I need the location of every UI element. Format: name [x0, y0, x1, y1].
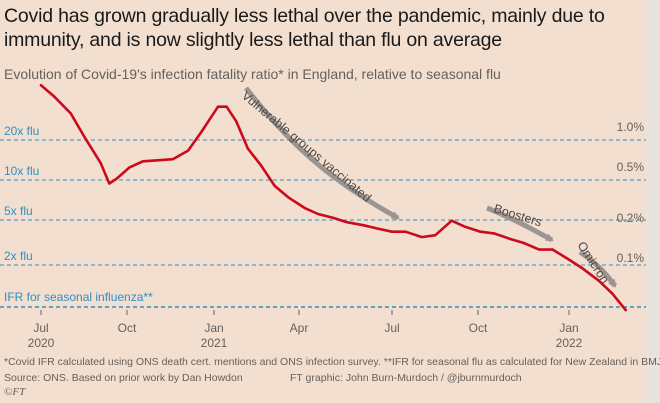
vaccinated-arrow — [244, 86, 400, 221]
data-point — [39, 84, 43, 87]
x-year-label-2021: 2021 — [201, 336, 228, 350]
data-point — [463, 225, 467, 228]
x-ticks — [40, 310, 570, 315]
data-point — [69, 112, 73, 115]
data-point — [345, 221, 348, 224]
data-point — [332, 216, 335, 220]
right-tick-label-05pct: 0.5% — [617, 160, 645, 174]
data-point — [273, 184, 276, 188]
data-point — [624, 308, 627, 312]
x-tick-label-oct-2021: Oct — [469, 321, 488, 335]
x-year-label-2020: 2020 — [28, 336, 55, 350]
data-point — [186, 149, 190, 152]
x-tick-label-apr-2021: Apr — [290, 321, 309, 335]
y-tick-label-5x: 5x flu — [4, 204, 33, 218]
right-tick-label-1pct: 1.0% — [617, 120, 645, 134]
data-point — [316, 212, 320, 216]
chart-subtitle: Evolution of Covid-19's infection fatali… — [4, 66, 501, 82]
omicron-arrow — [578, 249, 618, 288]
x-tick-label-jan-2022: Jan — [559, 321, 578, 335]
data-point — [492, 232, 496, 235]
x-tick-label-oct-2020: Oct — [118, 321, 137, 335]
data-point — [479, 230, 482, 233]
data-point — [216, 105, 220, 108]
y-tick-label-20x: 20x flu — [4, 124, 39, 138]
ifr-series-line — [39, 84, 627, 312]
data-point — [260, 164, 263, 167]
data-point — [551, 248, 554, 251]
data-point — [611, 292, 614, 295]
x-tick-label-jul-2020: Jul — [33, 321, 48, 335]
data-point — [362, 224, 365, 227]
data-point — [141, 160, 145, 163]
annotation-boosters: Boosters — [492, 201, 543, 229]
data-point — [538, 248, 541, 251]
chart-title: Covid has grown gradually less lethal ov… — [4, 5, 605, 51]
data-point — [390, 230, 394, 233]
x-tick-label-jul-2021: Jul — [384, 321, 399, 335]
data-point — [581, 267, 584, 270]
y-tick-label-10x: 10x flu — [4, 164, 39, 178]
data-point — [434, 234, 437, 237]
y-tick-label-flu: IFR for seasonal influenza** — [4, 290, 153, 304]
annotation-vaccinated: Vulnerable groups vaccinated — [239, 89, 374, 205]
boosters-arrow — [486, 205, 554, 243]
x-tick-label-jan-2021: Jan — [204, 321, 223, 335]
data-point — [303, 206, 306, 210]
data-point — [522, 241, 525, 245]
data-point — [200, 130, 203, 133]
right-tick-label-02pct: 0.2% — [617, 211, 645, 225]
data-point — [225, 105, 228, 108]
annotation-omicron: Omicron — [574, 239, 611, 286]
right-tick-label-01pct: 0.1% — [617, 251, 645, 265]
data-point — [53, 95, 56, 99]
data-point — [83, 135, 86, 138]
data-point — [128, 166, 131, 169]
data-point — [246, 147, 249, 150]
ft-logo: ©FT — [4, 386, 26, 398]
data-point — [567, 258, 571, 261]
credit-note: FT graphic: John Burn-Murdoch / @jburnmu… — [290, 372, 522, 384]
data-point — [99, 161, 102, 165]
data-point — [450, 219, 453, 222]
data-point — [287, 196, 290, 199]
x-year-label-2022: 2022 — [556, 336, 583, 350]
data-point — [115, 177, 119, 180]
data-point — [404, 230, 407, 233]
data-point — [509, 237, 512, 241]
data-point — [375, 227, 378, 230]
data-point — [158, 159, 161, 162]
ifr-series-points — [39, 84, 627, 312]
data-point — [597, 279, 600, 282]
data-point — [420, 235, 424, 239]
y-tick-label-2x: 2x flu — [4, 249, 33, 263]
footnote: *Covid IFR calculated using ONS death ce… — [4, 356, 660, 368]
data-point — [235, 120, 238, 123]
source-note: Source: ONS. Based on prior work by Dan … — [4, 372, 243, 384]
data-point — [171, 158, 174, 161]
data-point — [108, 182, 111, 185]
